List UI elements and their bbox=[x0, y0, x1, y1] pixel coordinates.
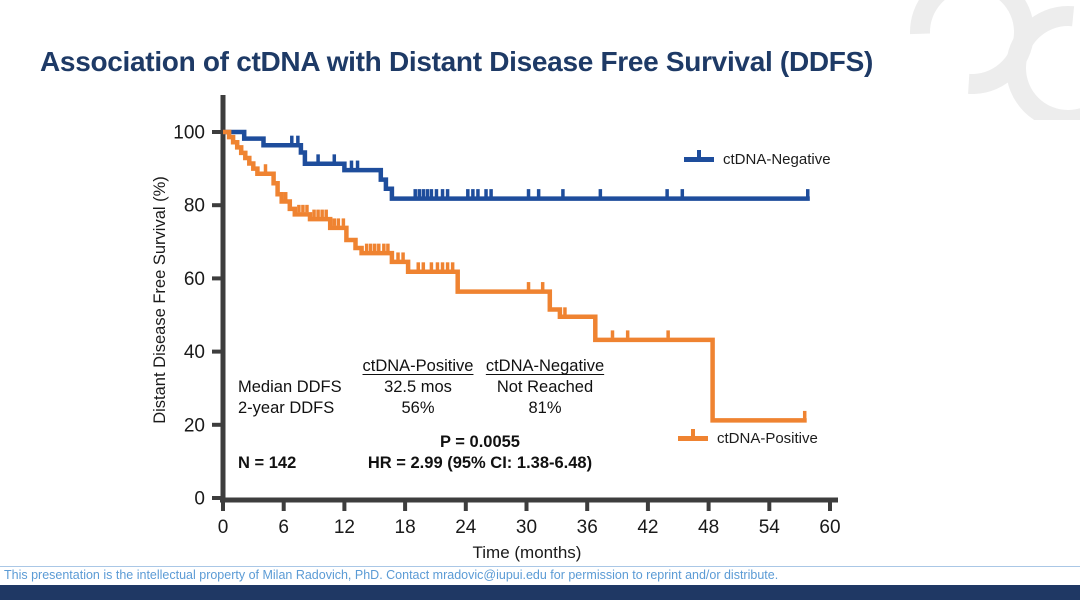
stats-table: ctDNA-Positive ctDNA-Negative Median DDF… bbox=[238, 356, 610, 474]
x-axis-title: Time (months) bbox=[473, 543, 582, 562]
y-axis-title: Distant Disease Free Survival (%) bbox=[151, 176, 169, 424]
infinity-watermark-icon bbox=[910, 0, 1080, 120]
n-total: N = 142 bbox=[238, 454, 297, 472]
stats-row-label: Median DDFS bbox=[238, 378, 342, 396]
y-tick-label: 0 bbox=[194, 489, 205, 510]
y-tick-label: 80 bbox=[184, 196, 205, 217]
stats-grid: ctDNA-Positive ctDNA-Negative Median DDF… bbox=[238, 356, 610, 419]
stats-corner-cell bbox=[238, 356, 356, 377]
x-tick-label: 30 bbox=[516, 517, 537, 538]
y-tick-label: 100 bbox=[173, 123, 205, 144]
x-tick-label: 12 bbox=[334, 517, 355, 538]
x-tick-label: 42 bbox=[637, 517, 658, 538]
legend-ctdna-positive: ctDNA-Positive bbox=[678, 429, 818, 447]
hazard-ratio: HR = 2.99 (95% CI: 1.38-6.48) bbox=[367, 454, 593, 472]
x-tick-label: 60 bbox=[819, 517, 840, 538]
slide-title: Association of ctDNA with Distant Diseas… bbox=[40, 46, 873, 77]
y-tick-label: 60 bbox=[184, 269, 205, 290]
x-tick-label: 24 bbox=[455, 517, 477, 538]
ctdna-positive-marker-icon bbox=[678, 429, 708, 441]
legend-ctdna-negative: ctDNA-Negative bbox=[684, 150, 831, 168]
stats-cell-median-positive: 32.5 mos bbox=[384, 378, 452, 396]
stats-cell-2yr-positive: 56% bbox=[401, 399, 435, 417]
stats-col-header-positive: ctDNA-Positive bbox=[362, 357, 474, 375]
stats-cell-2yr-negative: 81% bbox=[528, 399, 562, 417]
legend-ctdna-negative-label: ctDNA-Negative bbox=[723, 151, 831, 168]
n-hr-row: N = 142 HR = 2.99 (95% CI: 1.38-6.48) bbox=[238, 453, 610, 474]
stats-row-label: 2-year DDFS bbox=[238, 399, 335, 417]
x-tick-label: 18 bbox=[395, 517, 416, 538]
stats-col-header-negative: ctDNA-Negative bbox=[485, 357, 605, 375]
ctdna-negative-marker-icon bbox=[684, 150, 714, 162]
x-tick-label: 36 bbox=[577, 517, 598, 538]
y-tick-label: 40 bbox=[184, 342, 205, 363]
legend-ctdna-positive-label: ctDNA-Positive bbox=[717, 430, 818, 447]
p-value: P = 0.0055 bbox=[440, 433, 520, 451]
x-tick-label: 0 bbox=[218, 517, 229, 538]
x-tick-label: 6 bbox=[278, 517, 289, 538]
x-tick-label: 48 bbox=[698, 517, 719, 538]
footer-rule bbox=[0, 566, 1080, 567]
y-tick-label: 20 bbox=[184, 415, 205, 436]
x-tick-label: 54 bbox=[759, 517, 781, 538]
footer-copyright-text: This presentation is the intellectual pr… bbox=[4, 568, 779, 582]
footer-bar bbox=[0, 585, 1080, 600]
stats-cell-median-negative: Not Reached bbox=[496, 378, 594, 396]
